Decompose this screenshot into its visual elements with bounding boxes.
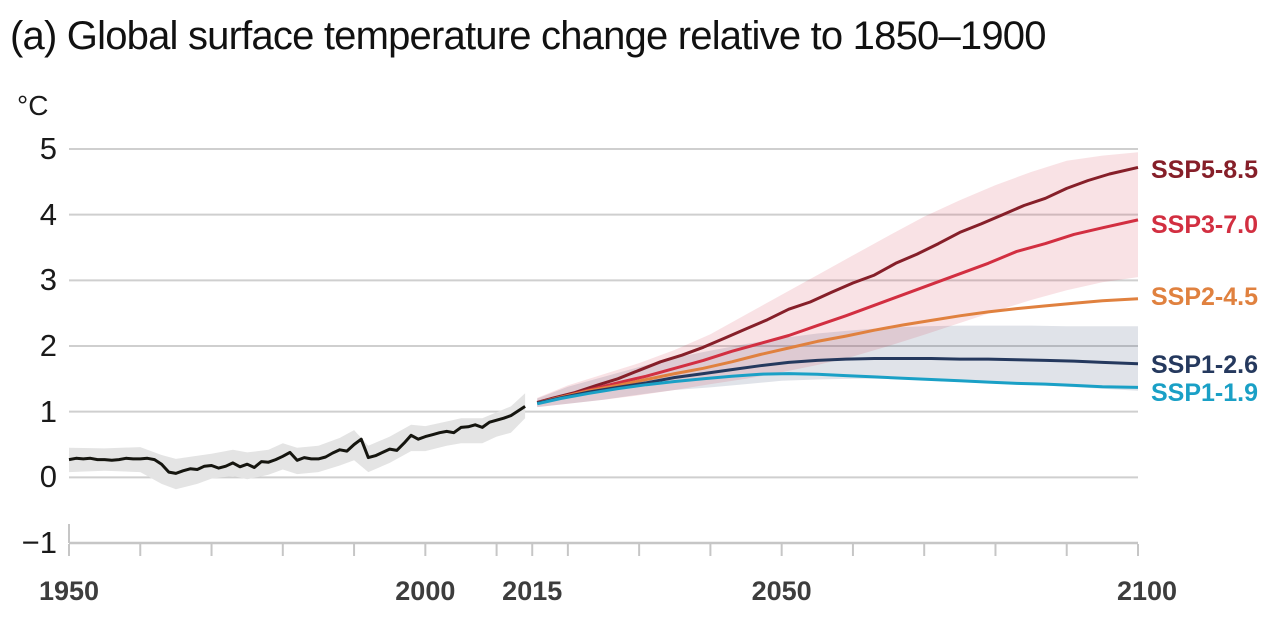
- y-axis-unit-label: °C: [17, 90, 49, 121]
- y-tick-label-1: 1: [39, 393, 57, 429]
- figure-title: (a) Global surface temperature change re…: [10, 14, 1047, 58]
- scenario-line-ssp3-7-0: [536, 218, 1139, 405]
- x-tick-label-2050: 2050: [751, 576, 812, 606]
- x-tick-label-2015: 2015: [502, 576, 563, 606]
- y-tick-label-2: 2: [39, 328, 57, 363]
- y-tick-label-5: 5: [39, 131, 57, 166]
- scenario-line-ssp1-1-9: [536, 372, 1139, 406]
- y-tick-label-0: 0: [39, 459, 57, 495]
- y-tick-label-3: 3: [39, 262, 57, 298]
- legend-label-ssp2-4-5: SSP2-4.5: [1151, 282, 1259, 311]
- legend-label-ssp3-7-0: SSP3-7.0: [1151, 211, 1259, 240]
- x-tick-label-1950: 1950: [38, 576, 100, 606]
- scenario-line-ssp1-2-6: [536, 357, 1139, 405]
- x-tick-label-2000: 2000: [395, 576, 456, 606]
- historical-uncertainty-band: [69, 393, 526, 490]
- scenario-line-ssp2-4-5: [536, 297, 1139, 405]
- ssp1-2-6-uncertainty-band: [537, 325, 1138, 408]
- scenario-line-ssp5-8-5: [536, 165, 1139, 404]
- y-tick-label-4: 4: [39, 196, 57, 232]
- legend-label-ssp1-2-6: SSP1-2.6: [1151, 351, 1259, 380]
- y-tick-label--1: −1: [21, 525, 57, 560]
- legend-label-ssp5-8-5: SSP5-8.5: [1151, 156, 1259, 184]
- x-tick-label-2100: 2100: [1116, 576, 1178, 606]
- historical-line: [68, 405, 526, 475]
- ssp3-7-0-uncertainty-band: [537, 152, 1138, 408]
- legend-label-ssp1-1-9: SSP1-1.9: [1151, 379, 1259, 408]
